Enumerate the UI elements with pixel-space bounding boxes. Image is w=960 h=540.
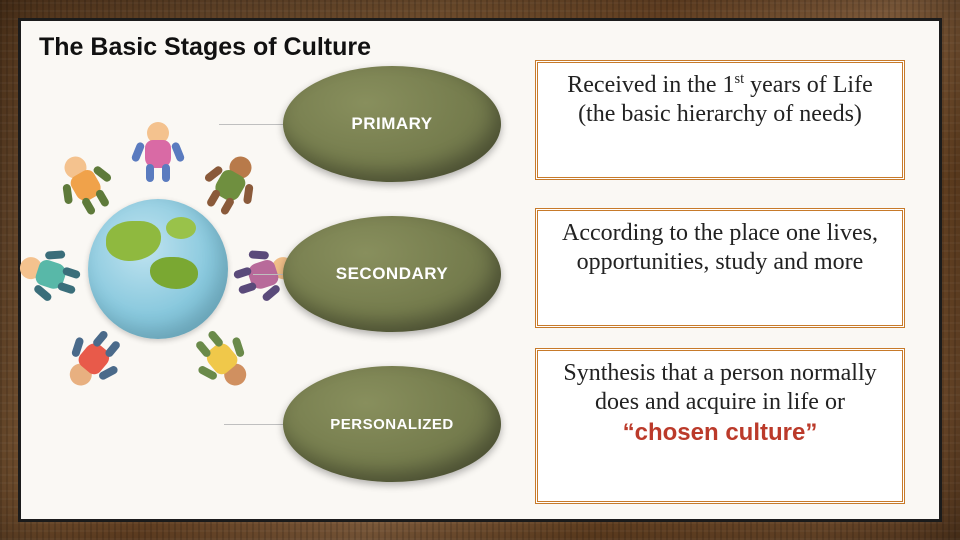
- globe-icon: [88, 199, 228, 339]
- child-figure: [197, 147, 265, 221]
- description-text: According to the place one lives, opport…: [562, 220, 878, 275]
- description-secondary: According to the place one lives, opport…: [535, 208, 905, 328]
- slide-title: The Basic Stages of Culture: [39, 33, 921, 62]
- stage-oval-personalized: PERSONALIZED: [283, 366, 501, 482]
- children-globe-illustration: [33, 144, 283, 394]
- stage-label: SECONDARY: [336, 264, 449, 284]
- child-figure: [51, 147, 119, 221]
- child-figure: [57, 323, 129, 397]
- content-area: PRIMARY SECONDARY PERSONALIZED Received …: [39, 66, 921, 504]
- content-panel: The Basic Stages of Culture: [18, 18, 942, 522]
- slide-root: The Basic Stages of Culture: [0, 0, 960, 540]
- child-figure: [187, 323, 259, 397]
- description-text: Received in the 1st years of Life (the b…: [567, 72, 873, 127]
- stage-oval-primary: PRIMARY: [283, 66, 501, 182]
- stage-label: PERSONALIZED: [330, 416, 454, 433]
- description-text: Synthesis that a person normally does an…: [563, 360, 876, 415]
- child-figure: [136, 122, 180, 182]
- chosen-culture-text: “chosen culture”: [623, 419, 818, 446]
- description-primary: Received in the 1st years of Life (the b…: [535, 60, 905, 180]
- stage-label: PRIMARY: [351, 114, 432, 134]
- description-personalized: Synthesis that a person normally does an…: [535, 348, 905, 504]
- child-figure: [14, 244, 85, 304]
- stage-oval-secondary: SECONDARY: [283, 216, 501, 332]
